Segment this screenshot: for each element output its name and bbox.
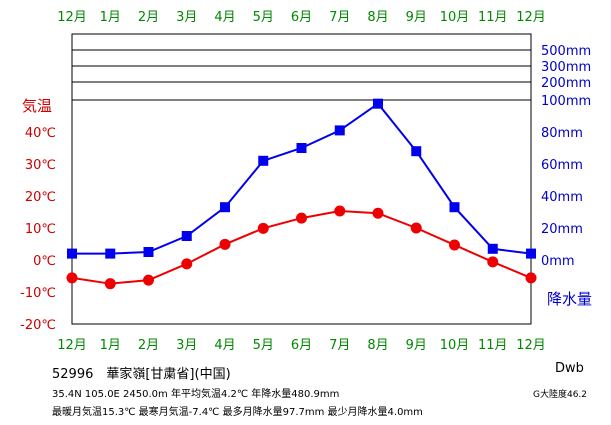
precipitation-point — [411, 146, 422, 157]
precipitation-point — [449, 202, 460, 213]
temperature-point — [487, 256, 499, 268]
precipitation-tick-label: 100mm — [541, 94, 591, 109]
temperature-point — [296, 212, 307, 224]
precipitation-point — [258, 155, 269, 166]
temperature-tick-label: 0℃ — [33, 254, 56, 269]
precipitation-line — [72, 102, 532, 255]
continentality-index: G大陸度46.2 — [533, 390, 588, 400]
bottom-month-label: 3月 — [176, 338, 197, 353]
precipitation-point — [526, 248, 536, 259]
top-month-label: 9月 — [406, 10, 427, 25]
temperature-tick-label: 40℃ — [25, 126, 56, 141]
temperature-tick-label: -10℃ — [20, 286, 56, 301]
precipitation-point — [220, 202, 230, 213]
precipitation-axis-title: 降水量 — [547, 290, 592, 308]
precipitation-tick-label: 60mm — [541, 158, 583, 173]
top-month-label: 12月 — [516, 10, 546, 25]
bottom-month-label: 1月 — [100, 338, 121, 353]
temperature-series — [66, 205, 537, 290]
precipitation-tick-label: 80mm — [541, 126, 583, 141]
temperature-tick-label: 30℃ — [25, 158, 56, 173]
bottom-month-label: 6月 — [291, 338, 312, 353]
bottom-month-label: 9月 — [406, 338, 427, 353]
precipitation-tick-label: 40mm — [541, 190, 583, 205]
precipitation-point — [143, 247, 154, 257]
precipitation-point — [487, 243, 498, 254]
top-month-label: 8月 — [367, 10, 388, 25]
precipitation-point — [105, 248, 116, 259]
plot-frame — [71, 33, 532, 325]
top-month-label: 1月 — [100, 10, 121, 25]
temperature-point — [525, 272, 537, 284]
bottom-month-label: 8月 — [367, 338, 388, 353]
plot-border — [71, 33, 532, 325]
precipitation-tick-label: 300mm — [541, 60, 591, 75]
location-summary: 35.4N 105.0E 2450.0m 年平均気温4.2℃ 年降水量480.9… — [52, 389, 340, 400]
precipitation-point — [67, 248, 77, 259]
climate-class: Dwb — [555, 361, 584, 376]
station-info: 52996 華家嶺[甘粛省](中国) — [52, 367, 231, 382]
precipitation-point — [181, 231, 192, 241]
temperature-point — [257, 222, 269, 234]
bottom-month-label: 11月 — [478, 338, 508, 353]
temperature-tick-label: -20℃ — [20, 318, 56, 333]
temperature-axis: 気温 40℃ 30℃ 20℃ 10℃ 0℃ -10℃ -20℃ — [20, 97, 56, 333]
bottom-month-label: 2月 — [138, 338, 159, 353]
top-month-label: 7月 — [329, 10, 350, 25]
extremes-summary: 最暖月気温15.3℃ 最寒月気温-7.4℃ 最多月降水量97.7mm 最少月降水… — [52, 407, 423, 418]
bottom-month-label: 10月 — [440, 338, 470, 353]
temperature-point — [334, 205, 346, 217]
temperature-point — [66, 272, 78, 284]
temperature-axis-title: 気温 — [22, 97, 52, 115]
temperature-point — [181, 258, 193, 270]
temperature-point — [449, 239, 460, 251]
bottom-month-label: 7月 — [329, 338, 350, 353]
bottom-month-label: 12月 — [516, 338, 546, 353]
precipitation-point — [334, 125, 345, 136]
temperature-point — [219, 238, 231, 250]
temperature-point — [372, 207, 384, 219]
top-month-label: 11月 — [478, 10, 508, 25]
precipitation-point — [373, 98, 383, 109]
precipitation-series — [67, 98, 536, 259]
top-month-label: 3月 — [176, 10, 197, 25]
temperature-tick-label: 20℃ — [25, 190, 56, 205]
temperature-tick-label: 10℃ — [25, 222, 56, 237]
top-month-label: 12月 — [57, 10, 87, 25]
bottom-month-label: 5月 — [253, 338, 274, 353]
precipitation-point — [296, 143, 307, 153]
temperature-point — [410, 222, 422, 234]
precipitation-tick-label: 0mm — [541, 254, 575, 269]
temperature-point — [104, 278, 116, 290]
top-month-label: 4月 — [214, 10, 235, 25]
bottom-month-label: 4月 — [214, 338, 235, 353]
top-month-labels: 12月 1月 2月 3月 4月 5月 6月 7月 8月 9月 10月 11月 12月 — [57, 10, 546, 25]
temperature-point — [143, 274, 154, 286]
top-month-label: 6月 — [291, 10, 312, 25]
precipitation-tick-label: 20mm — [541, 222, 583, 237]
precipitation-tick-label: 500mm — [541, 44, 591, 59]
bottom-month-label: 12月 — [57, 338, 87, 353]
precipitation-tick-label: 200mm — [541, 76, 591, 91]
top-month-label: 2月 — [138, 10, 159, 25]
top-month-label: 5月 — [253, 10, 274, 25]
top-month-label: 10月 — [440, 10, 470, 25]
bottom-month-labels: 12月 1月 2月 3月 4月 5月 6月 7月 8月 9月 10月 11月 12月 — [57, 338, 546, 353]
